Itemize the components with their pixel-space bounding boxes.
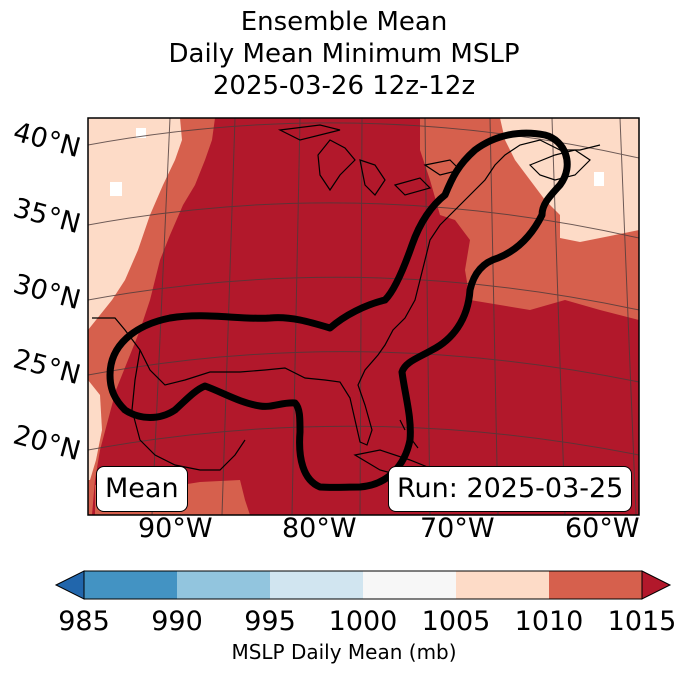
run-date-box: Run: 2025-03-25 — [388, 466, 633, 512]
title-line-1: Ensemble Mean — [240, 7, 448, 37]
field-speck-1000 — [110, 182, 122, 196]
colorbar-segment-0 — [84, 571, 177, 599]
field-speck-1000 — [136, 128, 146, 138]
colorbar — [54, 570, 672, 600]
graticule — [88, 118, 639, 515]
colorbar-label: MSLP Daily Mean (mb) — [231, 640, 457, 664]
colorbar-tick: 1000 — [328, 606, 398, 637]
title-line-3: 2025-03-26 12z-12z — [212, 71, 476, 101]
colorbar-tick: 985 — [58, 606, 110, 637]
lon-label-90w: 90°W — [138, 513, 213, 544]
colorbar-segment-2 — [270, 571, 363, 599]
mslp-field — [88, 118, 639, 515]
field-northeast-1005 — [500, 118, 639, 242]
field-west-1005-south — [88, 380, 102, 480]
field-west-1005 — [88, 118, 182, 330]
colorbar-tick: 1015 — [607, 606, 677, 637]
colorbar-extend-high — [641, 570, 672, 600]
mean-label-box: Mean — [96, 466, 188, 512]
colorbar-segment-3 — [363, 571, 456, 599]
colorbar-tick: 1005 — [421, 606, 491, 637]
colorbar-segment-5 — [549, 571, 642, 599]
title-line-2: Daily Mean Minimum MSLP — [168, 39, 520, 69]
map-frame — [87, 117, 640, 516]
colorbar-tick: 995 — [244, 606, 296, 637]
colorbar-tick: 1010 — [514, 606, 584, 637]
lon-label-80w: 80°W — [282, 513, 357, 544]
colorbar-segment-4 — [456, 571, 549, 599]
colorbar-extend-low — [54, 570, 85, 600]
colorbar-tick: 990 — [151, 606, 203, 637]
contour-1015 — [106, 129, 571, 491]
field-speck-1000 — [594, 172, 604, 186]
lon-label-60w: 60°W — [565, 513, 640, 544]
lon-label-70w: 70°W — [420, 513, 495, 544]
colorbar-segment-1 — [177, 571, 270, 599]
